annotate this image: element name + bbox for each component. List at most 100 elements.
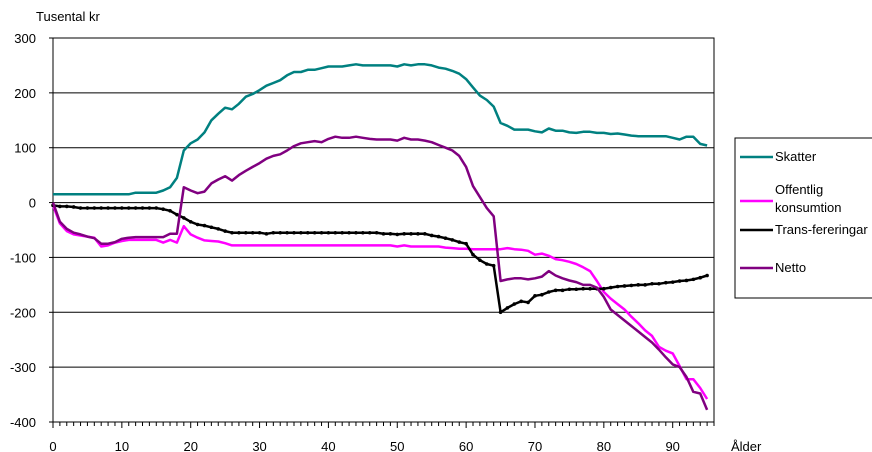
data-point (257, 230, 262, 235)
data-point (491, 263, 496, 268)
data-point (484, 262, 489, 266)
data-point (615, 284, 620, 289)
data-point (223, 229, 227, 233)
data-point (560, 288, 565, 293)
data-point (347, 230, 351, 235)
data-point (147, 206, 152, 210)
data-point (567, 287, 572, 292)
data-point (464, 241, 468, 246)
data-point (540, 292, 544, 297)
data-point (182, 216, 186, 220)
series-line (53, 63, 708, 196)
y-tick-label: -300 (10, 360, 36, 375)
x-axis-title: Ålder (731, 439, 762, 452)
x-tick-label: 0 (49, 439, 56, 452)
series-4 (51, 135, 709, 411)
data-point (64, 204, 69, 209)
series-layer (51, 63, 709, 411)
data-point (154, 206, 159, 210)
data-point (278, 230, 283, 235)
data-point (395, 232, 400, 237)
y-tick-label: 300 (14, 31, 36, 46)
data-point (99, 206, 103, 210)
data-point (629, 283, 634, 288)
y-tick-label: 200 (14, 86, 36, 101)
data-point (209, 225, 214, 230)
data-point (402, 232, 406, 236)
series-line (51, 204, 709, 400)
data-point (388, 232, 393, 236)
y-tick-label: -100 (10, 250, 36, 265)
data-point (216, 227, 221, 231)
data-point (361, 230, 365, 235)
data-point (271, 230, 276, 235)
data-point (608, 285, 613, 290)
data-point (429, 233, 434, 238)
data-point (367, 230, 372, 235)
x-tick-label: 90 (665, 439, 679, 452)
data-point (381, 232, 386, 236)
legend: Skatter Offentlig konsumtion Trans-ferering… (734, 137, 872, 299)
data-point (581, 286, 585, 291)
data-point (505, 306, 510, 310)
data-point (202, 223, 207, 228)
data-point (622, 284, 627, 288)
data-point (698, 275, 703, 280)
y-axis: 300 200 100 0 -100 -200 -300 -400 (10, 31, 53, 430)
legend-box (734, 137, 872, 299)
data-point (374, 230, 379, 235)
data-point (85, 206, 90, 210)
y-tick-label: -400 (10, 415, 36, 430)
x-tick-label: 50 (390, 439, 404, 452)
data-point (188, 219, 193, 224)
legend-label: Skatter (775, 149, 817, 164)
data-point (133, 206, 138, 210)
data-point (588, 286, 592, 291)
legend-item: Netto (740, 260, 806, 275)
data-point (526, 300, 530, 305)
data-point (677, 279, 682, 283)
data-point (519, 299, 524, 304)
data-point (264, 232, 269, 236)
x-tick-label: 40 (321, 439, 335, 452)
x-tick-label: 60 (459, 439, 473, 452)
data-point (230, 230, 234, 235)
data-point (684, 278, 689, 283)
x-tick-label: 30 (252, 439, 266, 452)
x-tick-label: 80 (597, 439, 611, 452)
data-point (443, 236, 448, 241)
data-point (664, 280, 668, 285)
data-point (319, 230, 324, 235)
data-point (436, 234, 441, 239)
data-point (106, 206, 110, 210)
data-point (285, 230, 289, 235)
series-2 (51, 204, 709, 400)
series-line (51, 135, 709, 411)
x-tick-label: 10 (115, 439, 129, 452)
legend-label: Netto (775, 260, 806, 275)
data-point (416, 232, 420, 236)
y-tick-label: 0 (29, 196, 36, 211)
data-point (670, 280, 675, 284)
data-point (657, 281, 661, 286)
legend-item: Offentlig konsumtion (740, 182, 841, 215)
data-point (409, 232, 413, 236)
legend-item: Skatter (740, 149, 817, 164)
x-axis: 0 10 20 30 40 50 60 70 80 90 (49, 422, 715, 452)
data-point (691, 277, 696, 282)
x-tick-label: 20 (183, 439, 197, 452)
data-point (457, 240, 462, 244)
data-point (161, 207, 165, 211)
data-point (636, 283, 641, 287)
y-axis-title: Tusental kr (36, 9, 100, 24)
data-point (292, 230, 296, 235)
data-point (126, 206, 131, 210)
data-point (243, 230, 248, 235)
data-point (78, 206, 83, 210)
data-point (546, 290, 551, 294)
data-point (140, 206, 145, 210)
data-point (237, 230, 241, 235)
data-point (333, 230, 338, 235)
